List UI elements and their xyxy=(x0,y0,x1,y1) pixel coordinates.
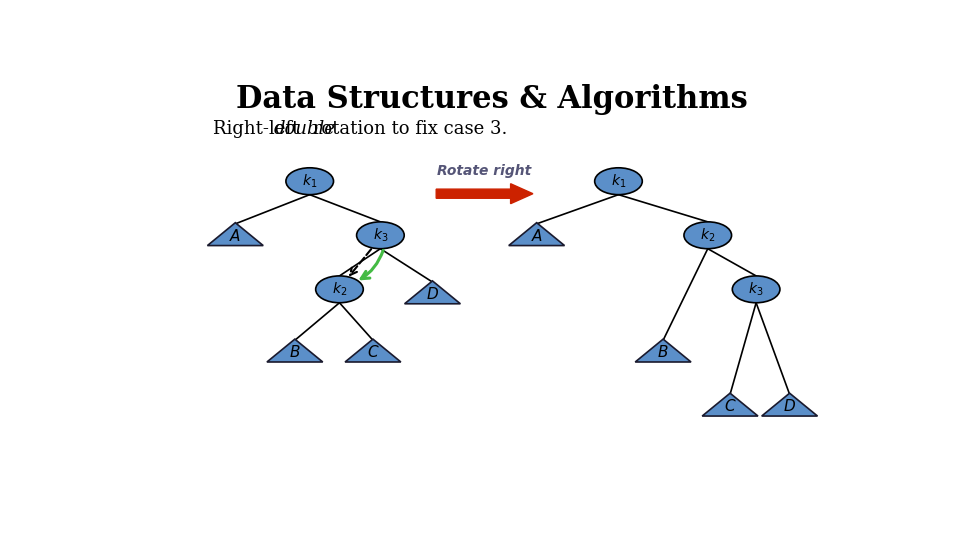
Ellipse shape xyxy=(594,168,642,194)
Text: Rotate right: Rotate right xyxy=(438,164,532,178)
FancyArrow shape xyxy=(436,184,533,204)
Text: C: C xyxy=(725,400,735,414)
Polygon shape xyxy=(702,393,758,416)
Text: A: A xyxy=(532,229,541,244)
Text: Right-left: Right-left xyxy=(213,120,305,138)
Text: $k_1$: $k_1$ xyxy=(611,172,626,190)
Ellipse shape xyxy=(684,222,732,249)
Polygon shape xyxy=(267,339,323,362)
Text: B: B xyxy=(658,346,668,360)
Text: $k_3$: $k_3$ xyxy=(372,227,388,244)
Text: $k_2$: $k_2$ xyxy=(700,227,715,244)
Text: D: D xyxy=(783,400,796,414)
Text: double: double xyxy=(274,120,336,138)
Polygon shape xyxy=(345,339,401,362)
Polygon shape xyxy=(636,339,691,362)
Ellipse shape xyxy=(286,168,333,194)
Text: D: D xyxy=(426,287,439,302)
Text: A: A xyxy=(230,229,241,244)
Polygon shape xyxy=(404,281,461,304)
Text: Data Structures & Algorithms: Data Structures & Algorithms xyxy=(236,84,748,114)
Polygon shape xyxy=(761,393,818,416)
Text: rotation to fix case 3.: rotation to fix case 3. xyxy=(307,120,508,138)
Text: $k_1$: $k_1$ xyxy=(302,172,318,190)
Ellipse shape xyxy=(732,276,780,303)
Text: C: C xyxy=(368,346,378,360)
Ellipse shape xyxy=(356,222,404,249)
Polygon shape xyxy=(207,222,263,246)
Text: $k_2$: $k_2$ xyxy=(332,281,348,298)
Ellipse shape xyxy=(316,276,363,303)
Text: $k_3$: $k_3$ xyxy=(749,281,764,298)
Polygon shape xyxy=(509,222,564,246)
Text: B: B xyxy=(290,346,300,360)
